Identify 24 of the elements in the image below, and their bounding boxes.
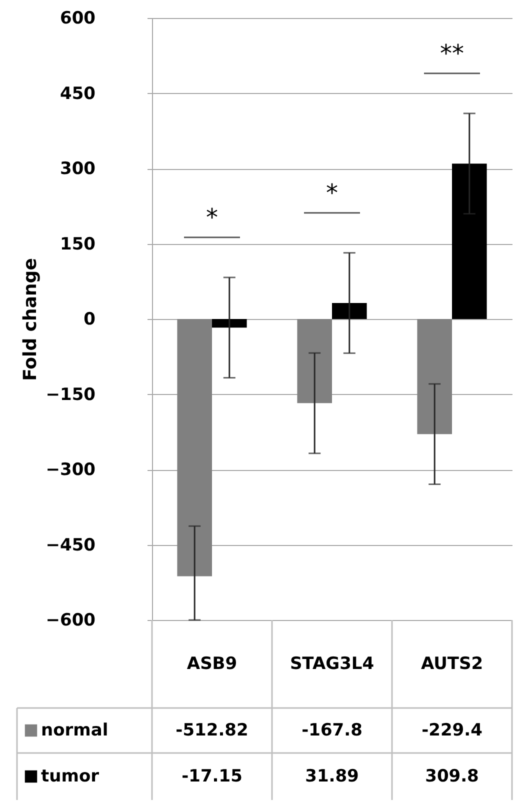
data-label: -229.4 xyxy=(422,720,483,740)
y-tick-label: −300 xyxy=(46,460,96,480)
data-label: -167.8 xyxy=(302,720,362,740)
x-tick-label: AUTS2 xyxy=(420,654,484,674)
y-tick-label: −150 xyxy=(46,384,96,405)
annotation: * xyxy=(206,203,218,232)
data-label: 31.89 xyxy=(305,766,359,786)
y-tick-label: 300 xyxy=(60,159,96,179)
y-tick-label: −450 xyxy=(46,535,96,556)
annotation: * xyxy=(326,178,338,207)
data-label: 309.8 xyxy=(425,766,479,786)
y-axis-title: Fold change xyxy=(20,258,41,381)
y-tick-label: −600 xyxy=(46,610,96,630)
y-tick-label: 600 xyxy=(60,8,96,28)
legend-label: tumor xyxy=(41,766,100,786)
legend-label: normal xyxy=(41,720,108,740)
annotation: ** xyxy=(440,39,464,68)
y-tick-label: 450 xyxy=(60,84,96,104)
x-tick-label: ASB9 xyxy=(186,654,238,674)
y-tick-label: 0 xyxy=(84,310,96,330)
x-tick-label: STAG3L4 xyxy=(290,654,374,674)
data-label: -512.82 xyxy=(176,720,248,740)
y-tick-label: 150 xyxy=(60,234,96,254)
data-label: -17.15 xyxy=(182,766,242,786)
